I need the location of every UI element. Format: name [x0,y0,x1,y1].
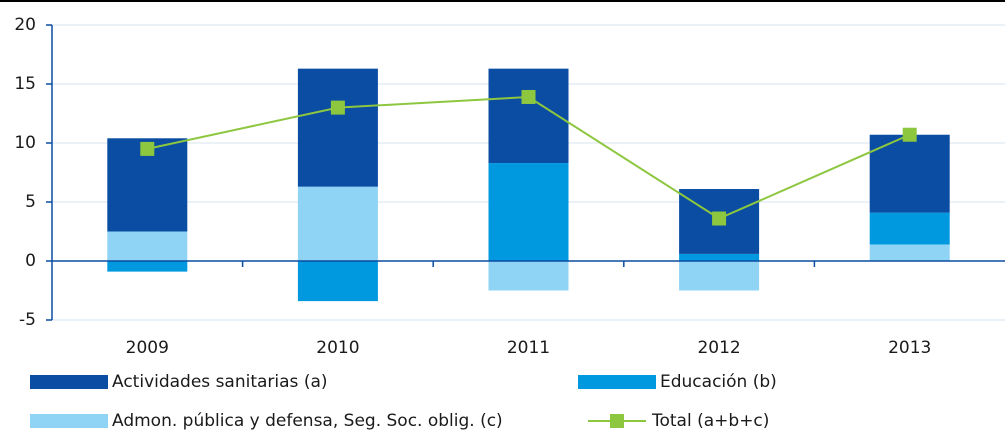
bar [297,261,378,302]
bar [107,261,188,272]
bar [869,134,950,213]
x-tick-label: 2009 [126,338,169,358]
bar [869,212,950,245]
legend-swatch [30,414,108,428]
x-tick-label: 2012 [697,338,740,358]
y-tick-label: -5 [19,310,36,330]
legend-label: Actividades sanitarias (a) [112,372,328,392]
bar [679,253,760,261]
legend-marker [610,414,624,428]
x-tick-label: 2013 [888,338,931,358]
legend-label: Admon. pública y defensa, Seg. Soc. obli… [112,411,503,431]
y-tick-label: 10 [14,133,36,153]
total-marker [902,127,917,142]
y-tick-label: 15 [14,74,36,94]
bar [107,231,188,261]
legend-swatch [30,375,108,389]
total-marker [330,100,345,115]
bar [488,261,569,291]
total-marker [712,211,727,226]
total-marker [140,141,155,156]
total-marker [521,89,536,104]
bar [488,68,569,164]
bar [297,186,378,261]
x-tick-label: 2010 [316,338,359,358]
legend-label: Educación (b) [660,372,777,392]
bar [297,68,378,187]
legend-label: Total (a+b+c) [651,411,769,431]
bar [488,163,569,261]
y-tick-label: 0 [25,251,36,271]
bar [679,261,760,291]
y-tick-label: 20 [14,15,36,35]
x-tick-label: 2011 [507,338,550,358]
y-tick-label: 5 [25,192,36,212]
legend-swatch [578,375,656,389]
bar [869,244,950,261]
